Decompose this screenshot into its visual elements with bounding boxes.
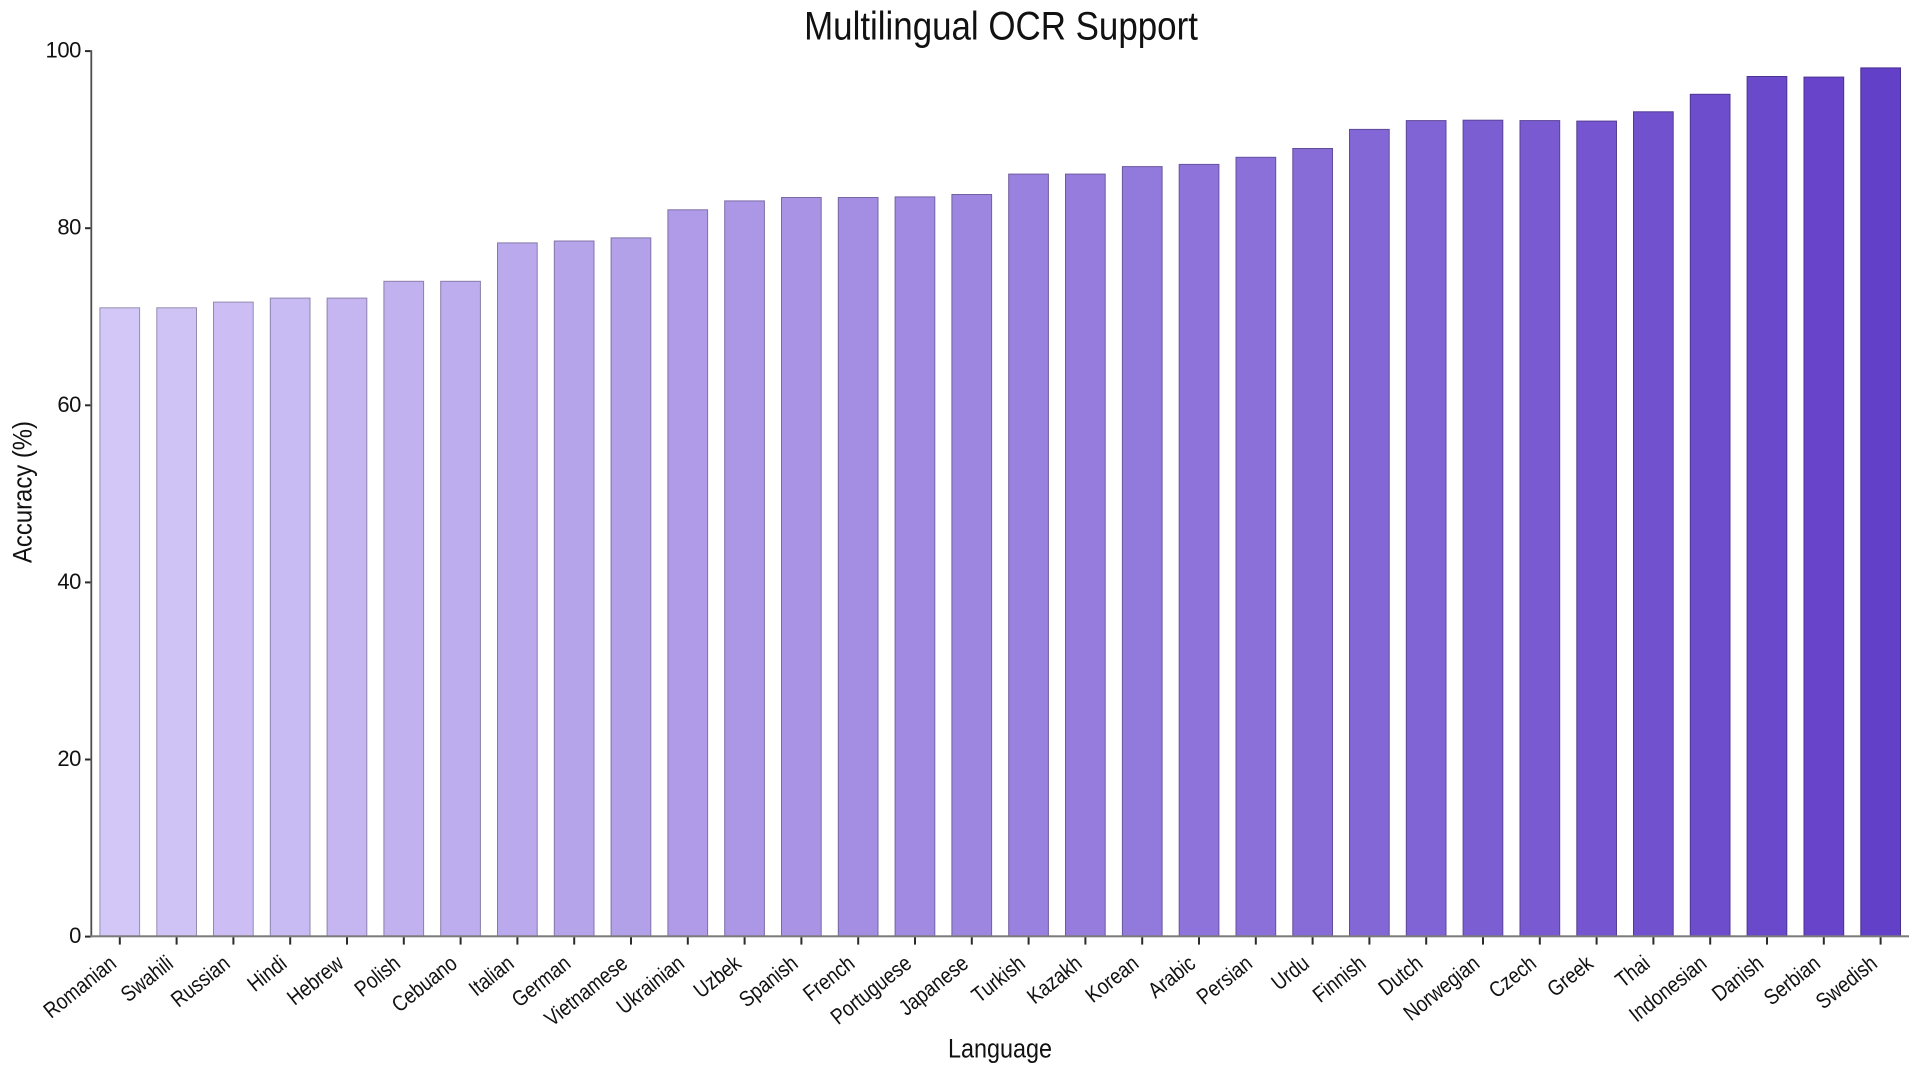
svg-text:100: 100 [45, 38, 81, 63]
svg-text:80: 80 [57, 215, 81, 240]
svg-text:Accuracy (%): Accuracy (%) [8, 421, 38, 563]
svg-text:40: 40 [57, 569, 81, 594]
svg-text:Language: Language [948, 1034, 1052, 1064]
svg-text:0: 0 [69, 923, 81, 948]
svg-text:60: 60 [57, 392, 81, 417]
svg-text:Multilingual OCR Support: Multilingual OCR Support [804, 3, 1198, 48]
svg-text:20: 20 [57, 746, 81, 771]
